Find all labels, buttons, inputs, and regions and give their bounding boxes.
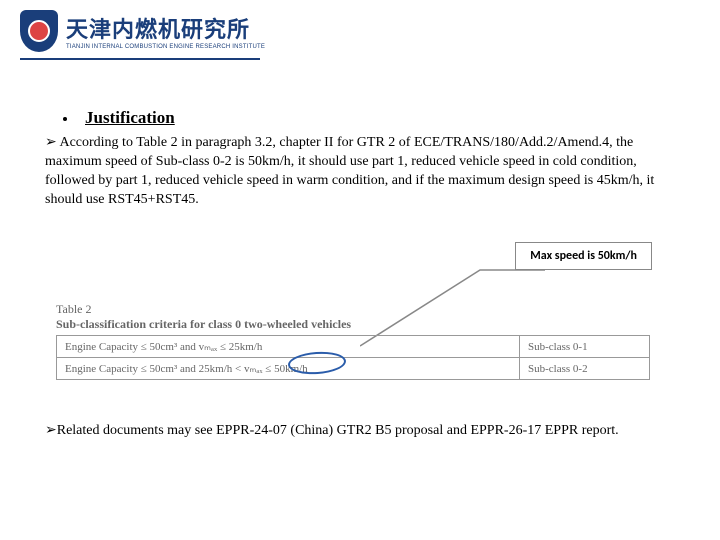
table-row: Engine Capacity ≤ 50cm³ and 25km/h < vₘₐ… (57, 358, 650, 380)
table-row: Engine Capacity ≤ 50cm³ and vₘₐₓ ≤ 25km/… (57, 336, 650, 358)
logo-text-block: 天津内燃机研究所 TIANJIN INTERNAL COMBUSTION ENG… (66, 12, 265, 50)
callout-text: Max speed is 50km/h (530, 249, 637, 263)
paragraph-2-text: Related documents may see EPPR-24-07 (Ch… (57, 423, 619, 438)
org-subtext: TIANJIN INTERNAL COMBUSTION ENGINE RESEA… (66, 44, 265, 50)
header-divider (20, 58, 260, 60)
table-title: Sub-classification criteria for class 0 … (56, 317, 650, 332)
table-label: Table 2 (56, 302, 650, 317)
bullet-icon (63, 117, 67, 121)
triangle-bullet-icon: ➢ (45, 133, 57, 149)
table-figure: Table 2 Sub-classification criteria for … (56, 302, 650, 380)
table-cell-subclass: Sub-class 0-2 (520, 358, 650, 380)
subclass-table: Engine Capacity ≤ 50cm³ and vₘₐₓ ≤ 25km/… (56, 335, 650, 380)
paragraph-1: ➢ According to Table 2 in paragraph 3.2,… (45, 132, 675, 210)
logo-badge (20, 10, 58, 52)
table-cell-criteria: Engine Capacity ≤ 50cm³ and 25km/h < vₘₐ… (57, 358, 520, 380)
section-heading: Justification (85, 108, 175, 127)
content-block: Justification ➢ According to Table 2 in … (45, 108, 675, 216)
header-logo: 天津内燃机研究所 TIANJIN INTERNAL COMBUSTION ENG… (20, 10, 265, 52)
table-cell-subclass: Sub-class 0-1 (520, 336, 650, 358)
triangle-bullet-icon: ➢ (45, 421, 57, 437)
org-name: 天津内燃机研究所 (66, 12, 265, 44)
callout-box: Max speed is 50km/h (515, 242, 652, 270)
paragraph-2: ➢Related documents may see EPPR-24-07 (C… (45, 420, 675, 441)
paragraph-1-text: According to Table 2 in paragraph 3.2, c… (45, 135, 654, 207)
table-cell-criteria: Engine Capacity ≤ 50cm³ and vₘₐₓ ≤ 25km/… (57, 336, 520, 358)
heading-row: Justification (63, 108, 675, 128)
